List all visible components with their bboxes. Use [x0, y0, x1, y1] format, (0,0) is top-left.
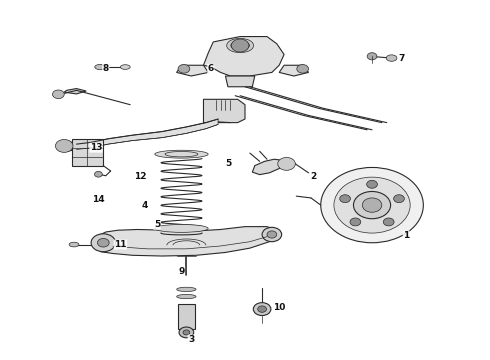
- Circle shape: [367, 53, 377, 60]
- Ellipse shape: [386, 55, 397, 61]
- Text: 3: 3: [188, 335, 195, 344]
- Circle shape: [55, 139, 73, 152]
- Polygon shape: [203, 37, 284, 76]
- Text: 12: 12: [134, 172, 146, 181]
- Circle shape: [98, 238, 109, 247]
- Ellipse shape: [155, 225, 208, 232]
- Text: 10: 10: [273, 303, 285, 312]
- Circle shape: [278, 157, 295, 170]
- Text: 4: 4: [142, 201, 148, 210]
- Polygon shape: [203, 99, 245, 123]
- Circle shape: [258, 306, 267, 312]
- Polygon shape: [76, 119, 218, 149]
- Ellipse shape: [177, 294, 196, 299]
- Polygon shape: [279, 65, 309, 76]
- Circle shape: [91, 234, 116, 252]
- Circle shape: [253, 303, 271, 316]
- Text: 7: 7: [398, 54, 405, 63]
- Circle shape: [321, 167, 423, 243]
- Polygon shape: [64, 89, 86, 94]
- Polygon shape: [72, 139, 103, 166]
- Circle shape: [297, 64, 309, 73]
- Ellipse shape: [121, 65, 130, 69]
- Ellipse shape: [95, 64, 107, 70]
- Ellipse shape: [231, 41, 249, 50]
- Text: 9: 9: [178, 267, 185, 276]
- Circle shape: [178, 64, 190, 73]
- Circle shape: [340, 195, 350, 203]
- Polygon shape: [96, 226, 279, 256]
- Ellipse shape: [227, 39, 253, 53]
- Text: 14: 14: [92, 195, 105, 204]
- Polygon shape: [177, 304, 195, 329]
- Ellipse shape: [69, 242, 79, 247]
- Circle shape: [267, 231, 277, 238]
- Polygon shape: [225, 76, 255, 87]
- Text: 1: 1: [403, 231, 409, 240]
- Text: 5: 5: [225, 159, 231, 168]
- Circle shape: [183, 330, 190, 335]
- Circle shape: [362, 198, 382, 212]
- Polygon shape: [59, 140, 76, 151]
- Circle shape: [383, 218, 394, 226]
- Polygon shape: [176, 65, 208, 76]
- Text: 6: 6: [208, 64, 214, 73]
- Circle shape: [262, 227, 282, 242]
- Polygon shape: [252, 159, 284, 175]
- Circle shape: [52, 90, 64, 99]
- Ellipse shape: [155, 150, 208, 158]
- Text: 2: 2: [310, 172, 317, 181]
- Circle shape: [231, 39, 249, 52]
- Circle shape: [179, 327, 194, 338]
- Circle shape: [350, 218, 361, 226]
- Circle shape: [334, 177, 410, 233]
- Text: 13: 13: [90, 143, 102, 152]
- Circle shape: [95, 171, 102, 177]
- Circle shape: [353, 192, 391, 219]
- Text: 8: 8: [102, 64, 109, 73]
- Circle shape: [367, 180, 377, 188]
- Text: 5: 5: [154, 220, 160, 229]
- Text: 11: 11: [114, 240, 126, 249]
- Ellipse shape: [177, 287, 196, 292]
- Circle shape: [393, 195, 404, 203]
